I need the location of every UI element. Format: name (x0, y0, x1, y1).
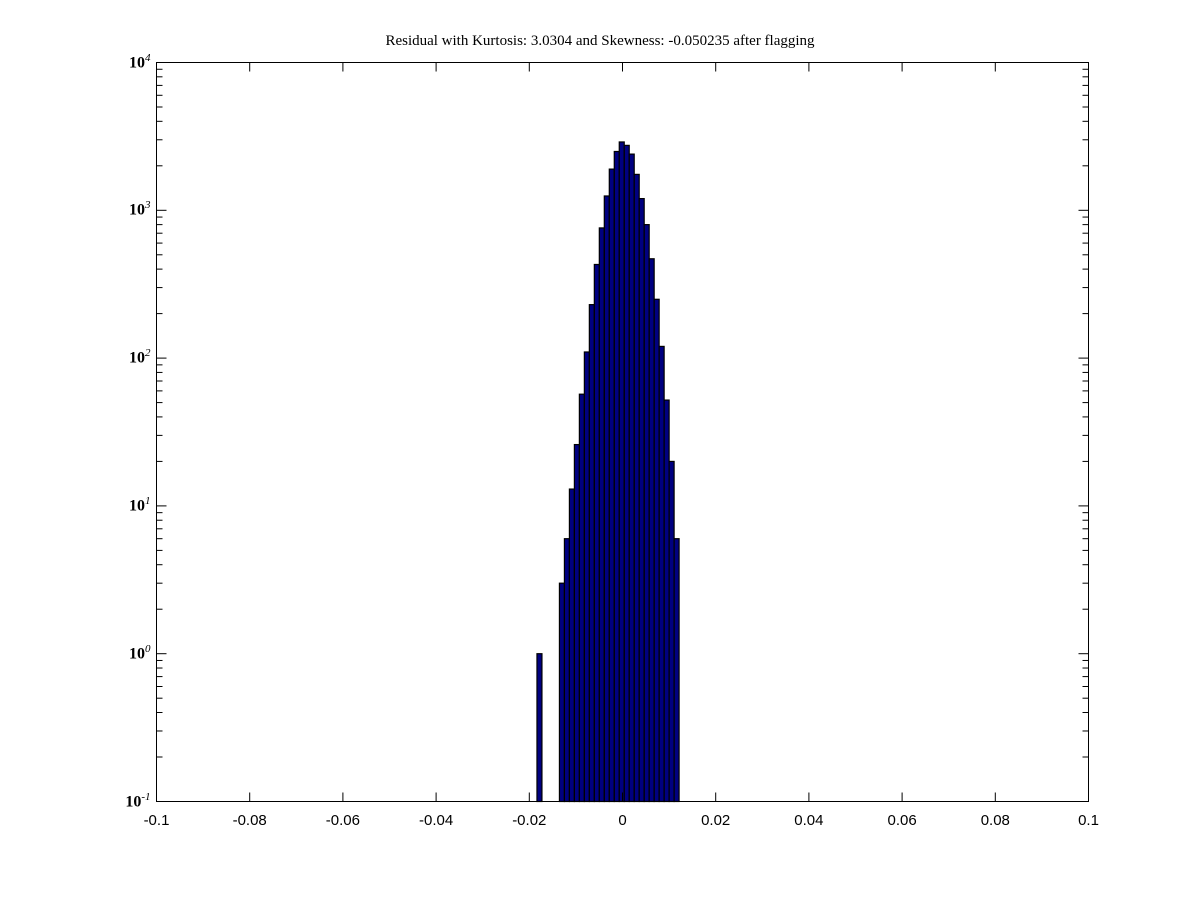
x-axis-tick-label: 0.1 (1078, 811, 1099, 829)
histogram-bar (668, 460, 675, 803)
y-tick-mantissa: 10 (129, 201, 145, 219)
histogram-bar (568, 488, 575, 803)
histogram-bar (648, 258, 655, 803)
y-tick-exponent: 0 (145, 642, 151, 655)
histogram-bars (536, 141, 680, 803)
histogram-bar (573, 443, 580, 803)
histogram-bar (608, 168, 615, 803)
histogram-bar (643, 224, 650, 803)
axes-frame (156, 62, 1089, 802)
axis-ticks (156, 62, 1089, 802)
histogram-bar (598, 227, 605, 803)
x-axis-tick-label: 0.06 (887, 811, 917, 829)
y-axis-tick-label: 102 (129, 347, 151, 367)
y-axis-tick-label: 10-1 (125, 791, 150, 811)
y-tick-mantissa: 10 (129, 349, 145, 367)
y-tick-exponent: -1 (141, 790, 151, 803)
y-tick-mantissa: 10 (125, 792, 142, 810)
x-axis-tick-label: 0 (618, 811, 627, 829)
histogram-bar (623, 144, 630, 803)
histogram-bar (658, 345, 665, 803)
histogram-bar (558, 582, 566, 803)
x-axis-tick-label: 0.02 (701, 811, 731, 829)
y-tick-mantissa: 10 (129, 645, 145, 663)
x-axis-tick-label: 0.08 (980, 811, 1010, 829)
histogram-bar (663, 399, 670, 803)
y-axis-tick-label: 100 (129, 643, 151, 663)
histogram-bar (536, 653, 543, 803)
histogram-bar (578, 393, 585, 803)
histogram-bar (583, 351, 590, 803)
histogram-bar (588, 304, 595, 803)
x-axis-tick-label: 0.04 (794, 811, 824, 829)
histogram-bar (638, 197, 645, 803)
y-tick-exponent: 4 (145, 51, 151, 64)
histogram-bar (653, 298, 660, 803)
x-axis-tick-label: -0.02 (512, 811, 547, 829)
histogram-bar (563, 538, 570, 803)
y-axis-tick-label: 101 (129, 495, 151, 515)
histogram-bar (593, 263, 600, 803)
y-tick-exponent: 2 (145, 347, 151, 360)
histogram-bar (618, 141, 625, 803)
y-axis-tick-label: 103 (129, 199, 151, 219)
x-axis-tick-label: -0.04 (418, 811, 454, 829)
y-tick-mantissa: 10 (129, 53, 145, 71)
x-axis-tick-label: -0.06 (325, 811, 360, 829)
y-tick-exponent: 3 (145, 199, 151, 212)
histogram-bar (633, 173, 640, 803)
histogram-bar (603, 195, 610, 803)
y-tick-exponent: 1 (145, 494, 151, 507)
histogram-bar (628, 153, 635, 803)
x-axis-tick-label: -0.1 (143, 811, 170, 829)
page-title: Residual with Kurtosis: 3.0304 and Skewn… (385, 33, 815, 49)
y-tick-mantissa: 10 (129, 497, 145, 515)
y-axis-tick-label: 104 (129, 52, 151, 72)
histogram-bar (613, 150, 620, 803)
histogram-bar (673, 538, 680, 803)
x-axis-tick-label: -0.08 (232, 811, 267, 829)
